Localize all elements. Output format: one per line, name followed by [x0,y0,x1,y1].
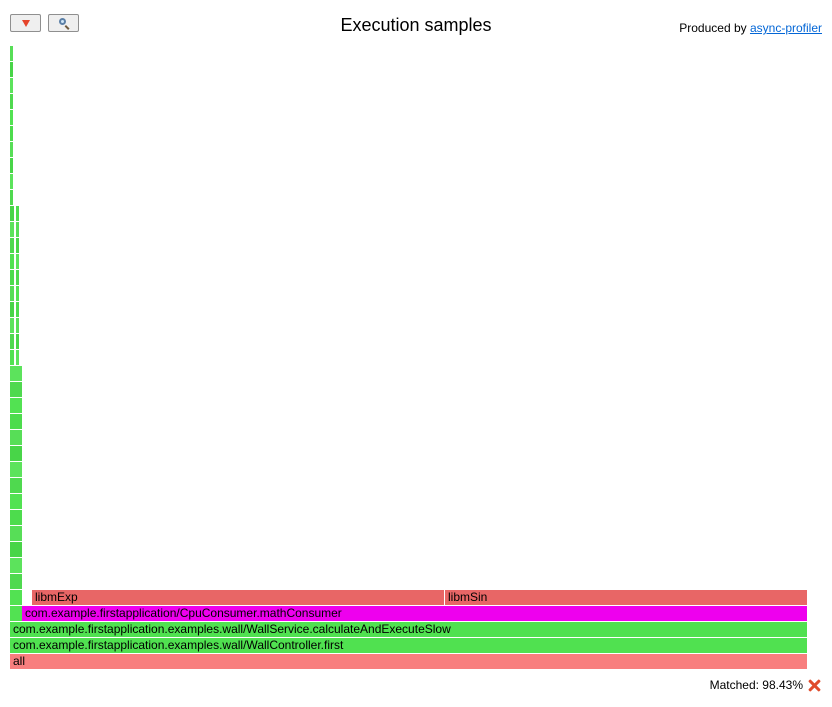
frame-thin-stack[interactable] [10,446,22,461]
frame-thin-stack[interactable] [16,238,19,253]
triangle-down-icon [21,19,30,27]
frame-thin-stack[interactable] [10,462,22,477]
frame-thin-stack[interactable] [10,174,13,189]
frame-thin-stack[interactable] [10,478,22,493]
frame-thin-stack[interactable] [10,286,14,301]
frame-thin-stack[interactable] [16,206,19,221]
frame-thin-stack[interactable] [10,542,22,557]
produced-by-prefix: Produced by [679,21,750,35]
frame-thin-stack[interactable] [10,526,22,541]
frame-thin-stack[interactable] [10,590,22,605]
frame-thin-stack[interactable] [16,334,19,349]
frame-thin-stack[interactable] [10,574,22,589]
frame-thin-stack[interactable] [10,302,14,317]
matched-status: Matched: 98.43% [710,677,822,693]
frame-thin-stack[interactable] [16,222,19,237]
reverse-button[interactable] [10,14,41,32]
frame-thin-stack[interactable] [10,126,13,141]
frame-thin-stack[interactable] [10,494,22,509]
frame-thin-stack[interactable] [10,350,14,365]
frame-thin-stack[interactable] [10,222,14,237]
frame-thin-stack[interactable] [10,158,13,173]
frame-thin-stack[interactable] [10,46,13,61]
frame-thin-stack[interactable] [10,606,22,621]
frame-thin-stack[interactable] [10,382,22,397]
frame-thin-stack[interactable] [10,558,22,573]
frame-thin-stack[interactable] [10,366,22,381]
frame-thin-stack[interactable] [10,318,14,333]
frame-thin-stack[interactable] [16,302,19,317]
search-button[interactable] [48,14,79,32]
red-x-icon[interactable] [807,678,822,693]
async-profiler-link[interactable]: async-profiler [749,21,822,35]
page-title: Execution samples [340,15,492,35]
frame-thin-stack[interactable] [10,206,14,221]
frame-thin-stack[interactable] [16,318,19,333]
frame-all[interactable]: all [10,654,807,669]
frame-wall-service-calculate[interactable]: com.example.firstapplication.examples.wa… [10,622,807,637]
frame-thin-stack[interactable] [16,270,19,285]
frame-thin-stack[interactable] [10,430,22,445]
frame-thin-stack[interactable] [10,62,13,77]
magnifier-icon [58,17,70,29]
frame-thin-stack[interactable] [16,254,19,269]
frame-thin-stack[interactable] [10,398,22,413]
frame-cpu-consumer-math[interactable]: com.example.firstapplication/CpuConsumer… [22,606,807,621]
frame-thin-stack[interactable] [10,414,22,429]
frame-thin-stack[interactable] [10,190,13,205]
produced-by: Produced by async-profiler [679,21,822,36]
frame-thin-stack[interactable] [10,110,13,125]
matched-label: Matched: 98.43% [709,678,803,692]
frame-thin-stack[interactable] [10,334,14,349]
frame-thin-stack[interactable] [10,510,22,525]
frame-thin-stack[interactable] [10,254,14,269]
frame-wall-controller-first[interactable]: com.example.firstapplication.examples.wa… [10,638,807,653]
frame-thin-stack[interactable] [10,78,13,93]
frame-thin-stack[interactable] [10,94,13,109]
frame-libm-sin[interactable]: libmSin [445,590,807,605]
frame-thin-stack[interactable] [10,142,13,157]
frame-thin-stack[interactable] [16,350,19,365]
frame-libm-exp[interactable]: libmExp [32,590,444,605]
frame-thin-stack[interactable] [10,238,14,253]
frame-thin-stack[interactable] [10,270,14,285]
frame-thin-stack[interactable] [16,286,19,301]
